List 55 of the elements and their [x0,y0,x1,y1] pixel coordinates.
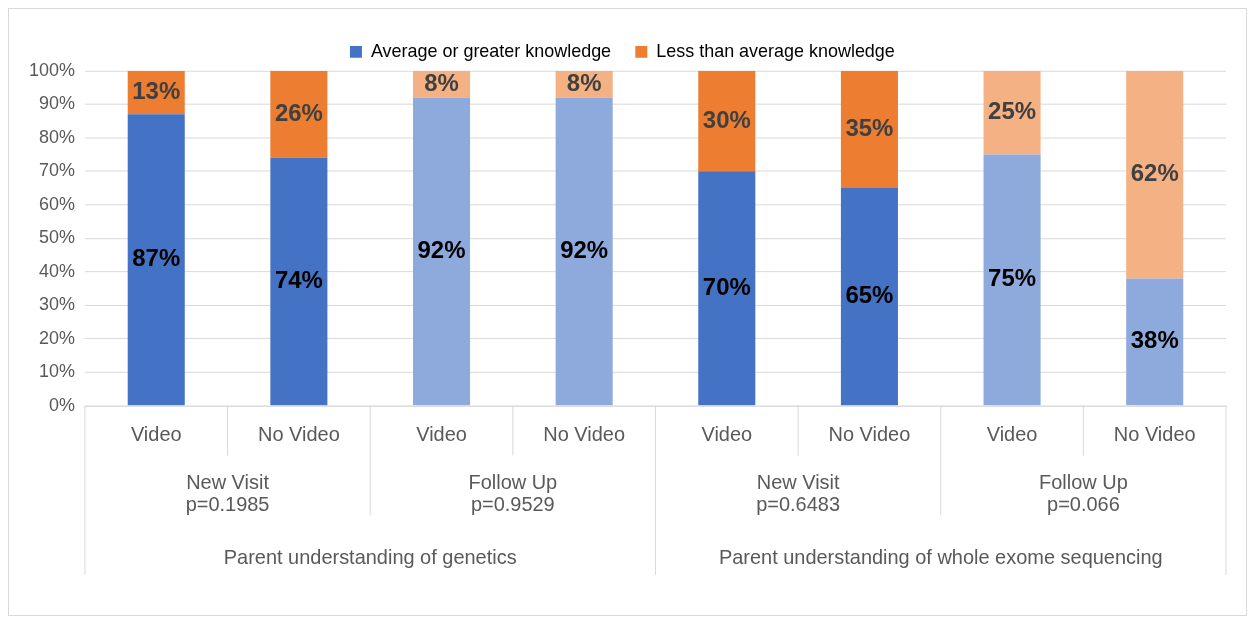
data-label: 62% [1130,159,1179,187]
bar [1126,70,1184,279]
bar [1126,278,1184,406]
data-label: 75% [988,264,1037,292]
y-tick-label: 100% [29,59,75,80]
y-tick-label: 60% [38,193,75,214]
x-tick-label: No Video [828,423,911,446]
text: New Visit p=0.6483 [756,470,841,515]
bar [840,70,898,189]
bar [270,157,328,406]
x-tick-label: Video [986,423,1038,446]
data-label: 74% [274,266,323,294]
bar [412,97,471,406]
data-label: 8% [566,68,602,96]
data-label: 26% [274,98,323,126]
y-tick-label: 50% [38,227,75,248]
y-tick-label: 70% [38,160,75,181]
data-label: 92% [560,236,609,263]
data-label: 38% [1130,326,1179,354]
legend-label: Average or greater knowledge [370,40,612,61]
bar [983,154,1041,406]
data-label: 92% [417,236,466,263]
bar [983,70,1041,155]
data-label: 25% [988,97,1037,125]
bar [127,114,185,406]
bar [698,70,756,172]
data-label: 65% [845,281,894,309]
x-tick-label: No Video [258,423,340,446]
y-tick-label: 30% [38,294,75,315]
data-label: 30% [702,105,751,133]
x-tick-label: Video [130,423,182,446]
legend-label: Less than average knowledge [656,40,895,61]
y-tick-label: 90% [38,93,75,114]
text: New Visit p=0.1985 [185,470,270,515]
text: Parent understanding of genetics [223,545,517,568]
text: Follow Up p=0.9529 [468,470,558,515]
bar [555,97,613,406]
x-tick-label: Video [701,423,753,446]
bar [840,188,898,406]
x-tick-label: No Video [1113,423,1196,446]
data-label: 35% [845,114,894,141]
bar [698,171,756,406]
y-tick-label: 20% [38,327,75,348]
y-tick-label: 80% [38,126,75,147]
y-tick-label: 40% [38,260,75,281]
text: Parent understanding of whole exome sequencing [718,545,1163,568]
y-tick-label: 10% [38,361,75,382]
y-tick-label: 0% [48,394,75,415]
x-tick-label: Video [416,423,467,446]
data-label: 13% [132,77,181,105]
x-tick-label: No Video [543,423,626,446]
text: Follow Up p=0.066 [1039,470,1128,515]
data-label: 8% [424,68,459,96]
data-label: 70% [702,272,751,300]
data-label: 87% [132,244,181,272]
